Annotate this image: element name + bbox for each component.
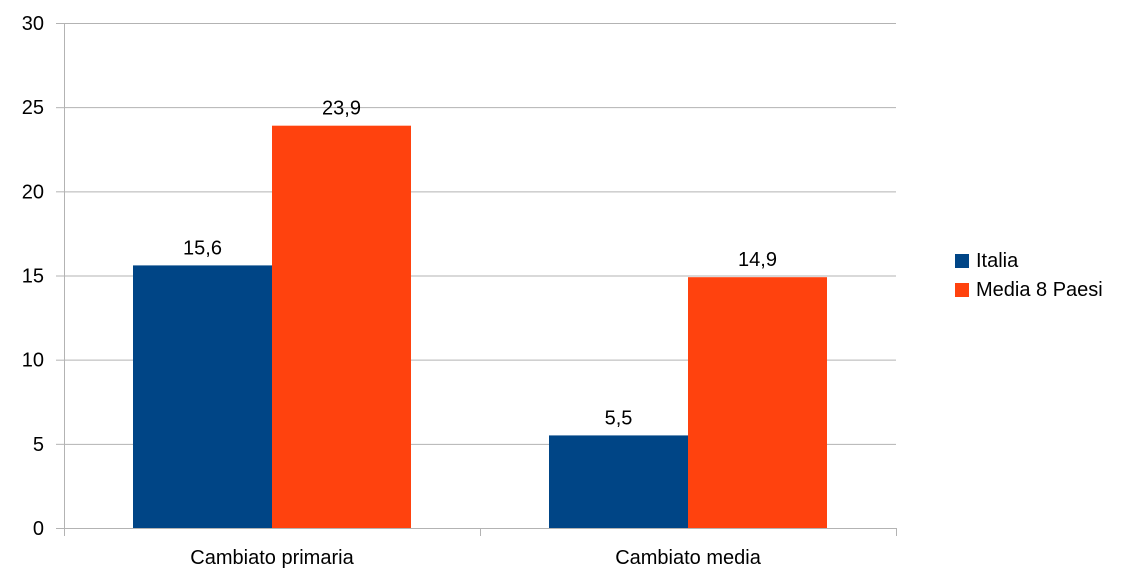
legend-swatch (955, 283, 969, 297)
data-label: 23,9 (322, 98, 361, 120)
y-tick-label: 5 (33, 434, 44, 456)
y-tick-label: 30 (22, 13, 44, 35)
legend-label: Media 8 Paesi (976, 279, 1103, 301)
x-tick-label: Cambiato primaria (190, 547, 354, 569)
data-label: 14,9 (738, 249, 777, 271)
legend-label: Italia (976, 250, 1019, 272)
legend-swatch (955, 254, 969, 268)
data-label: 15,6 (183, 237, 222, 259)
x-tick-label: Cambiato media (615, 547, 762, 569)
bars (133, 125, 827, 528)
data-labels: 15,6 23,9 5,5 14,9 (183, 98, 777, 430)
bar-media-8-paesi-1 (688, 277, 827, 528)
y-axis: 0 5 10 15 20 25 30 (22, 13, 65, 540)
data-label: 5,5 (605, 407, 633, 429)
y-tick-label: 25 (22, 97, 44, 119)
bar-italia-1 (549, 435, 688, 528)
x-axis: Cambiato primaria Cambiato media (64, 528, 897, 569)
bar-italia-0 (133, 265, 272, 528)
bar-media-8-paesi-0 (272, 125, 411, 528)
y-tick-label: 10 (22, 350, 44, 372)
y-tick-label: 20 (22, 181, 44, 203)
y-tick-label: 0 (33, 518, 44, 540)
y-tick-label: 15 (22, 266, 44, 288)
legend: Italia Media 8 Paesi (955, 250, 1103, 301)
